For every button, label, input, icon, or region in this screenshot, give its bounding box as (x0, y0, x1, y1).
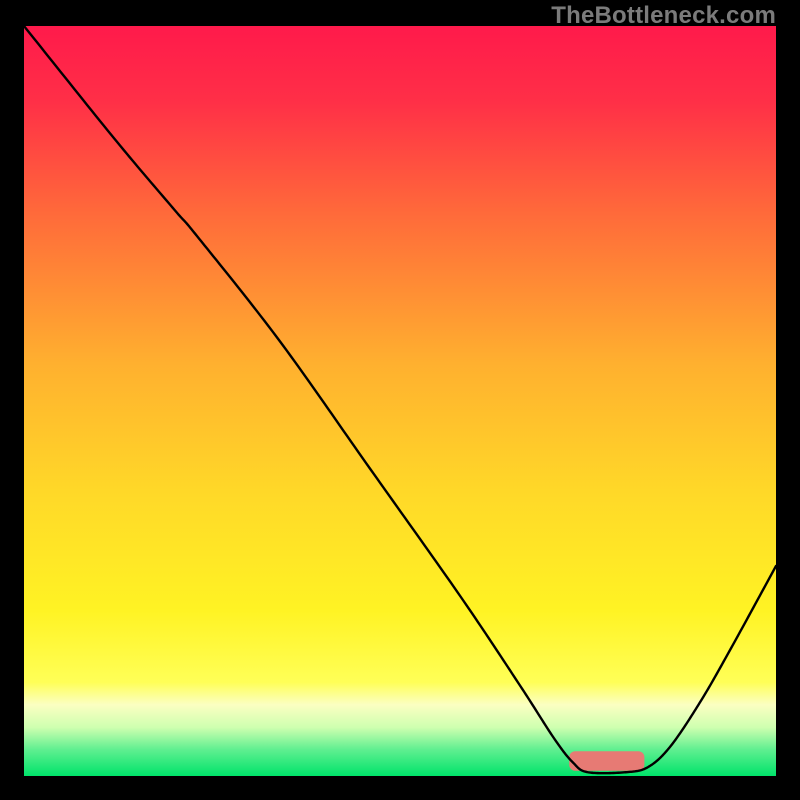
optimum-marker (569, 751, 644, 771)
chart-svg (24, 26, 776, 776)
gradient-background (24, 26, 776, 776)
plot-area (24, 26, 776, 776)
watermark-text: TheBottleneck.com (551, 2, 776, 30)
